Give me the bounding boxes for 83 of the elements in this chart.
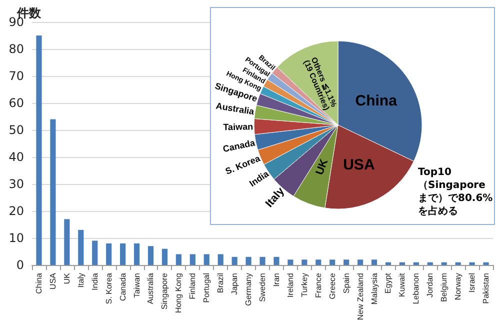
y-tick-label: 60 [8,96,24,110]
bar [288,260,294,265]
bar [371,260,378,265]
bar [36,36,42,265]
slice-label: Australia [215,100,256,117]
x-tick-label: Lebanon [412,273,421,304]
bar [302,260,308,265]
x-tick-label: Sweden [258,273,267,302]
bar [330,260,336,265]
bar [483,262,489,265]
bar [455,262,461,265]
x-tick-label: Iran [272,273,281,287]
bar [218,254,224,265]
x-tick-label: Pakistan [482,273,491,304]
y-tick-label: 10 [8,231,24,245]
bar [106,243,112,265]
bar [50,119,56,265]
x-tick-label: India [90,272,100,290]
x-tick-label: Norway [454,273,463,300]
bar [134,243,140,265]
bar [344,260,350,265]
x-tick-label: Canada [118,272,128,302]
x-tick-label: Brazil [216,272,226,294]
x-tick-label: USA [48,272,58,290]
bar [176,254,182,265]
y-tick-label: 40 [8,150,24,164]
y-tick-label: 30 [8,177,24,191]
bar [385,262,392,265]
x-tick-label: UK [62,272,72,284]
bar [260,256,266,265]
slice-label: China [355,92,398,110]
bar [413,262,419,265]
bar [427,262,433,265]
y-tick-label: 0 [16,258,24,272]
y-tick-label: 50 [8,123,24,137]
x-tick-label: New Zealand [356,273,365,320]
bar [274,256,280,265]
x-tick-label: Portugal [202,272,212,303]
bar [469,262,475,265]
x-tick-label: Hong Kong [174,273,184,314]
x-tick-label: Israel [468,272,477,293]
x-tick-label: Germany [244,273,254,306]
x-tick-label: Italy [76,273,86,288]
slice-label: USA [343,156,375,174]
slice-label: UK [314,158,331,177]
slice-label: Taiwan [223,122,254,132]
x-tick-label: S. Korea [104,272,114,304]
x-tick-label: Belgium [440,272,449,302]
bar [78,230,84,265]
annotation: Top10（Singaporeまで）で80.6%を占める [418,166,494,218]
x-tick-label: Ireland [286,273,295,298]
x-tick-label: Egypt [384,272,393,294]
x-tick-label: France [314,272,323,298]
x-tick-label: Japan [230,273,240,295]
bar [204,254,210,265]
bar [246,256,252,265]
slice-label: Canada [222,137,257,154]
bar [232,256,238,265]
bar [162,248,168,265]
x-tick-label: Jordan [426,273,435,298]
y-tick-label: 20 [8,204,24,218]
slice-label: India [248,168,272,189]
x-tick-label: Greece [328,272,337,300]
x-tick-label: Australia [146,272,156,304]
x-tick-label: China [34,272,44,294]
x-tick-label: Kuwait [398,272,407,298]
bar [92,240,98,265]
bar [399,262,405,265]
x-tick-label: Turkey [300,273,309,298]
bar [148,246,154,265]
x-tick-label: Singapore [160,272,170,310]
x-tick-label: Malaysia [370,272,379,305]
x-tick-label: Finland [188,273,198,300]
bar [190,254,196,265]
y-tick-label: 70 [8,69,24,83]
bar [316,260,322,265]
x-tick-label: Taiwan [132,273,142,298]
y-tick-label: 80 [8,42,24,56]
bar [120,243,126,265]
bar [441,262,447,265]
x-tick-label: Spain [342,273,351,294]
bar [357,260,364,265]
bar [64,219,70,265]
